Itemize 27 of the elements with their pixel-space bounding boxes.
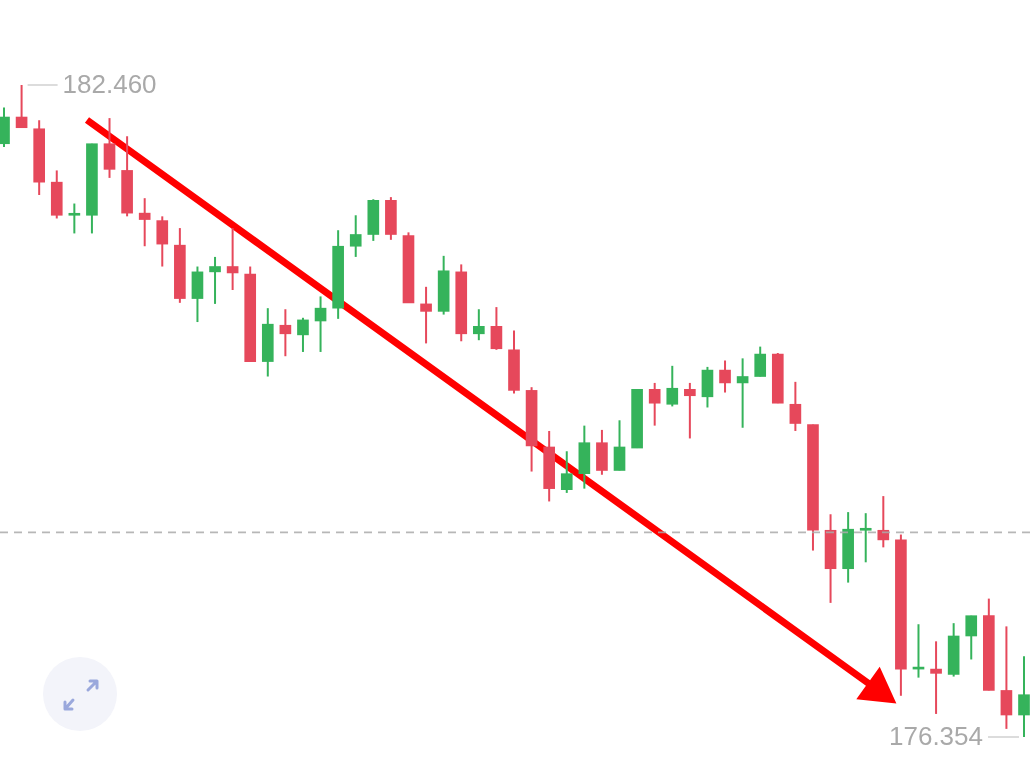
candlestick xyxy=(965,614,978,661)
candlestick xyxy=(314,295,327,353)
candlestick xyxy=(789,380,802,432)
candlestick xyxy=(490,306,503,351)
candlestick xyxy=(279,308,292,358)
candlestick xyxy=(297,316,309,353)
candlestick xyxy=(877,495,890,549)
candlestick xyxy=(736,357,749,429)
candlestick xyxy=(226,227,239,292)
candlestick xyxy=(666,364,679,408)
candlestick xyxy=(560,450,573,494)
candlestick xyxy=(68,202,81,235)
candlestick xyxy=(684,381,696,440)
candlestick xyxy=(1018,655,1030,738)
annotation: 182.460 xyxy=(62,69,157,100)
candlestick xyxy=(754,345,767,378)
candlestick xyxy=(473,308,485,342)
candlestick xyxy=(648,381,661,427)
candlestick xyxy=(859,512,872,564)
annotation: 176.354 xyxy=(889,721,983,752)
candlestick xyxy=(209,255,221,305)
candlestick xyxy=(138,197,151,248)
candlestick xyxy=(719,359,731,394)
candlestick xyxy=(15,84,28,129)
candlestick xyxy=(930,640,942,715)
candlestick xyxy=(420,285,432,345)
candlestick xyxy=(349,214,362,258)
